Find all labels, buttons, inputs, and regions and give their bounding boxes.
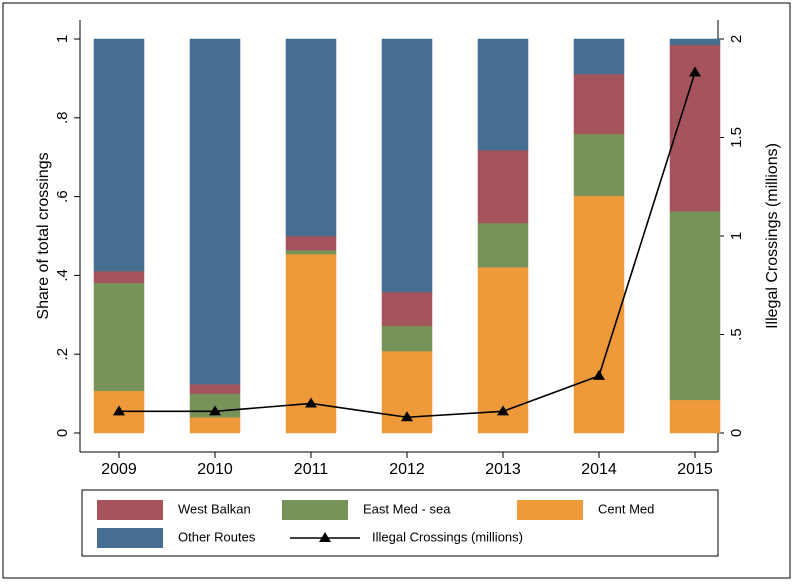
y2-tick-label: 2 <box>728 35 745 43</box>
legend-label: West Balkan <box>178 501 251 516</box>
marker <box>401 411 413 422</box>
legend-label: East Med - sea <box>363 501 451 516</box>
bar-segment <box>477 38 529 151</box>
bar-segment <box>477 149 529 224</box>
bar-segment <box>573 73 625 135</box>
y2-tick-label: .5 <box>728 328 745 341</box>
y-tick-label: .2 <box>54 348 71 361</box>
bar-segment <box>669 38 721 46</box>
bar-segment <box>93 270 145 284</box>
marker <box>593 369 605 380</box>
legend-label: Cent Med <box>598 501 654 516</box>
marker <box>113 405 125 416</box>
bar-segment <box>285 235 337 251</box>
x-tick-label: 2015 <box>677 461 713 478</box>
bar-segment <box>285 38 337 237</box>
y2-tick-label: 1 <box>728 232 745 240</box>
y2-tick-label: 0 <box>728 429 745 437</box>
x-tick-label: 2010 <box>197 461 233 478</box>
bar-segment <box>669 399 721 434</box>
legend <box>81 489 719 557</box>
x-tick-label: 2009 <box>101 461 137 478</box>
marker <box>209 405 221 416</box>
bar-segment <box>189 38 241 385</box>
bar-segment <box>573 38 625 75</box>
x-tick-label: 2011 <box>294 461 329 478</box>
y-tick-label: 0 <box>54 429 71 437</box>
bar-segment <box>573 133 625 197</box>
y-tick-label: .8 <box>54 112 71 125</box>
y2-tick-label: 1.5 <box>728 127 745 148</box>
legend-label: Illegal Crossings (millions) <box>372 529 523 544</box>
bar-segment <box>189 383 241 394</box>
legend-swatch <box>282 500 348 520</box>
y-tick-label: .4 <box>54 269 71 282</box>
bar-segment <box>285 249 337 255</box>
bar-segment <box>477 222 529 268</box>
bar-segment <box>189 416 241 434</box>
bar-segment <box>669 210 721 401</box>
legend-marker <box>319 532 331 542</box>
bar-segment <box>381 38 433 293</box>
bar-segment <box>381 291 433 327</box>
y-axis-title: Share of total crossings <box>35 152 52 319</box>
y2-axis-title: Illegal Crossings (millions) <box>764 143 781 329</box>
y-tick-label: 1 <box>54 35 71 43</box>
bar-segment <box>93 282 145 392</box>
x-tick-label: 2014 <box>581 461 617 478</box>
marker <box>689 66 701 77</box>
bar-segment <box>93 38 145 272</box>
x-tick-label: 2012 <box>389 461 425 478</box>
legend-swatch <box>517 500 583 520</box>
marker <box>497 405 509 416</box>
x-tick-label: 2013 <box>485 461 521 478</box>
legend-swatch <box>97 500 163 520</box>
bar-segment <box>573 195 625 434</box>
y-tick-label: .6 <box>54 190 71 203</box>
legend-label: Other Routes <box>178 529 256 544</box>
marker <box>305 397 317 408</box>
legend-swatch <box>97 528 163 548</box>
bar-segment <box>381 325 433 352</box>
